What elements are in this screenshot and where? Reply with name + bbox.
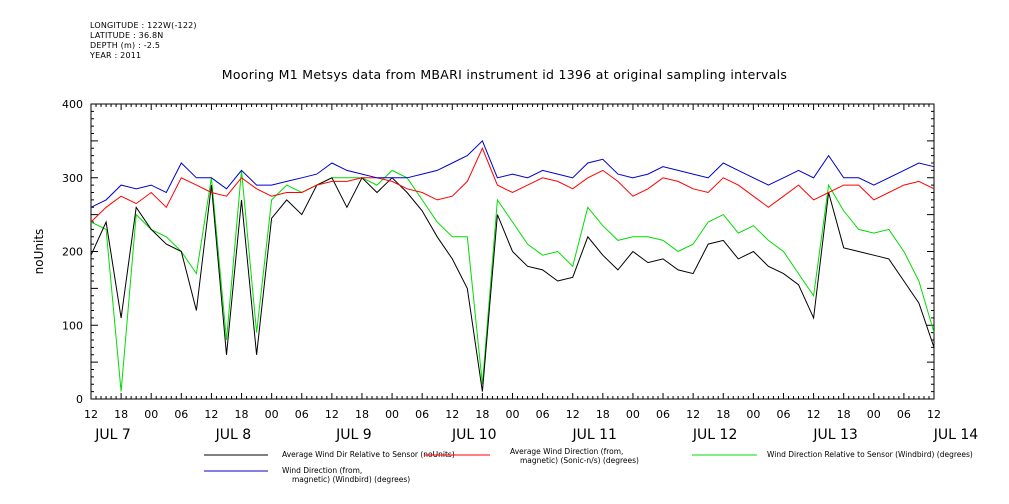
- x-hour-label: 06: [415, 408, 429, 421]
- series-line-1: [90, 147, 935, 223]
- x-hour-label: 18: [475, 408, 489, 421]
- metadata-block: LONGITUDE : 122W(-122) LATITUDE : 36.8N …: [90, 21, 197, 61]
- legend-label: magnetic) (Sonic-n/s) (degrees): [520, 456, 639, 465]
- series-line-0: [90, 176, 935, 392]
- meta-year: YEAR : 2011: [90, 51, 142, 60]
- y-tick-label: 300: [62, 172, 83, 185]
- x-hour-label: 06: [174, 408, 188, 421]
- x-hour-label: 06: [536, 408, 550, 421]
- x-hour-label: 06: [776, 408, 790, 421]
- meta-longitude: LONGITUDE : 122W(-122): [90, 21, 197, 30]
- x-hour-label: 00: [746, 408, 760, 421]
- x-hour-label: 00: [265, 408, 279, 421]
- x-hour-label: 18: [355, 408, 369, 421]
- x-hour-label: 12: [445, 408, 459, 421]
- legend-label: magnetic) (Windbird) (degrees): [292, 475, 410, 484]
- x-hour-label: 00: [506, 408, 520, 421]
- series-line-2: [90, 169, 935, 392]
- y-tick-label: 100: [62, 319, 83, 332]
- legend-label: Wind Direction (from,: [282, 466, 362, 475]
- x-hour-label: 00: [867, 408, 881, 421]
- y-tick-label: 0: [76, 393, 83, 406]
- x-hour-label: 06: [295, 408, 309, 421]
- x-hour-label: 12: [566, 408, 580, 421]
- series-line-3: [90, 140, 935, 208]
- x-hour-label: 00: [626, 408, 640, 421]
- x-hour-label: 12: [204, 408, 218, 421]
- legend-label: Wind Direction Relative to Sensor (Windb…: [767, 450, 973, 459]
- chart-title: Mooring M1 Metsys data from MBARI instru…: [221, 67, 788, 82]
- x-hour-label: 00: [144, 408, 158, 421]
- x-hour-label: 12: [927, 408, 941, 421]
- x-hour-label: 12: [84, 408, 98, 421]
- legend-label: Average Wind Direction (from,: [510, 447, 623, 456]
- x-hour-label: 12: [325, 408, 339, 421]
- y-tick-label: 200: [62, 246, 83, 259]
- y-axis-label: noUnits: [32, 229, 46, 275]
- x-day-label: JUL 9: [335, 427, 372, 443]
- x-day-label: JUL 10: [451, 427, 496, 443]
- y-tick-label: 400: [62, 98, 83, 111]
- x-hour-label: 06: [656, 408, 670, 421]
- x-day-label: JUL 11: [571, 427, 616, 443]
- legend-label: Average Wind Dir Relative to Sensor (noU…: [282, 450, 455, 459]
- x-day-label: JUL 12: [692, 427, 737, 443]
- x-day-label: JUL 14: [933, 427, 979, 443]
- x-hour-label: 06: [897, 408, 911, 421]
- x-hour-label: 12: [686, 408, 700, 421]
- x-hour-label: 18: [716, 408, 730, 421]
- x-day-label: JUL 13: [812, 427, 857, 443]
- x-hour-label: 18: [837, 408, 851, 421]
- x-hour-label: 18: [596, 408, 610, 421]
- x-day-label: JUL 7: [94, 427, 131, 443]
- meta-depth: DEPTH (m) : -2.5: [90, 41, 161, 50]
- x-day-label: JUL 8: [215, 427, 252, 443]
- x-hour-label: 12: [807, 408, 821, 421]
- meta-latitude: LATITUDE : 36.8N: [90, 31, 164, 40]
- x-hour-label: 18: [114, 408, 128, 421]
- x-hour-label: 18: [235, 408, 249, 421]
- x-hour-label: 00: [385, 408, 399, 421]
